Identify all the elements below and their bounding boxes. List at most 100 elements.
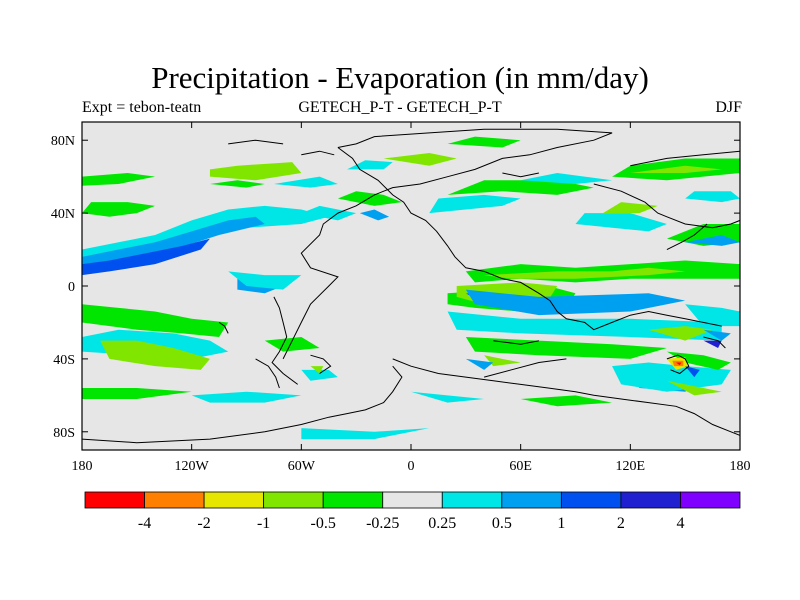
contour-region-cyan xyxy=(612,362,731,392)
colorbar-swatch xyxy=(84,491,145,509)
contour-fields xyxy=(82,136,740,440)
contour-region-cyan xyxy=(301,205,357,221)
y-tick-label: 80N xyxy=(51,134,75,149)
contour-region-red xyxy=(676,362,682,366)
contour-region-lgreen xyxy=(602,202,658,214)
x-tick-label: 120W xyxy=(175,459,210,474)
colorbar-label: -2 xyxy=(197,515,210,532)
contour-region-cyan xyxy=(447,311,722,341)
y-axis: 80N 40N 0 40S 80S xyxy=(51,134,740,441)
x-tick-label: 180 xyxy=(730,459,751,474)
contour-region-green xyxy=(82,173,156,186)
y-tick-label: 80S xyxy=(53,426,75,441)
contour-region-lgreen xyxy=(209,162,302,181)
contour-region-cyan xyxy=(301,369,338,381)
contour-region-cyan xyxy=(301,428,430,440)
y-tick-label: 40S xyxy=(53,353,75,368)
contour-region-lblue xyxy=(82,216,265,268)
contour-region-lgreen xyxy=(484,267,686,279)
contour-region-cyan xyxy=(273,176,338,188)
coastline xyxy=(483,358,567,378)
contour-region-lgreen xyxy=(310,366,324,374)
coastlines xyxy=(82,128,740,444)
y-tick-label: 0 xyxy=(68,280,75,295)
contour-region-green xyxy=(337,191,402,206)
season-label: DJF xyxy=(715,99,742,116)
coastline xyxy=(703,336,726,349)
contour-region-green xyxy=(447,180,594,195)
contour-region-lblue xyxy=(465,358,494,370)
x-tick-label: 120E xyxy=(616,459,646,474)
contour-region-green xyxy=(447,136,521,148)
contour-region-lgreen xyxy=(648,326,713,341)
coastline xyxy=(630,150,740,167)
contour-region-cyan xyxy=(685,304,740,327)
colorbar-swatch xyxy=(560,491,622,509)
contour-region-lgreen xyxy=(484,355,521,367)
colorbar-label: -4 xyxy=(138,515,151,532)
contour-region-lblue xyxy=(685,234,740,246)
coastline xyxy=(271,296,298,385)
contour-region-lblue xyxy=(359,209,390,221)
colorbar-swatch xyxy=(441,491,503,509)
contour-region-dblue xyxy=(703,340,722,348)
colorbar: -4 -2 -1 -0.5 -0.25 0.25 0.5 1 2 4 xyxy=(84,491,741,532)
contour-region-cyan xyxy=(191,391,302,403)
y-tick-label: 40N xyxy=(51,207,75,222)
coastline xyxy=(82,365,403,444)
contour-region-cyan xyxy=(429,194,521,214)
coastline xyxy=(337,147,722,331)
colorbar-label: -1 xyxy=(257,515,270,532)
colorbar-swatch xyxy=(680,491,741,509)
x-tick-label: 60E xyxy=(509,459,532,474)
contour-region-green xyxy=(164,322,201,334)
contour-region-lgreen xyxy=(100,340,210,370)
coastline xyxy=(228,139,284,145)
colorbar-label: 0.5 xyxy=(492,515,512,532)
colorbar-swatch xyxy=(203,491,265,509)
colorbar-swatch xyxy=(144,491,205,509)
contour-region-green xyxy=(666,351,731,370)
coastline xyxy=(502,172,539,178)
colorbar-label: -0.25 xyxy=(366,515,399,532)
contour-region-cyan xyxy=(575,213,667,232)
contour-region-cyan xyxy=(228,271,302,290)
coastline xyxy=(392,358,740,436)
contour-region-green xyxy=(209,180,265,188)
contour-region-green xyxy=(520,395,613,407)
colorbar-swatch xyxy=(620,491,681,509)
coastline xyxy=(310,354,332,374)
contour-region-cyan xyxy=(685,191,740,203)
x-axis: 180 120W 60W 0 60E 120E 180 xyxy=(72,122,751,474)
coastline xyxy=(218,321,229,334)
colorbar-label: 2 xyxy=(617,515,625,532)
dataset-label: GETECH_P-T - GETECH_P-T xyxy=(298,99,502,116)
colorbar-label: 4 xyxy=(676,515,684,532)
x-tick-label: 180 xyxy=(72,459,93,474)
contour-region-lgreen xyxy=(630,165,722,174)
contour-region-cyan xyxy=(520,173,613,184)
contour-region-blue xyxy=(82,238,210,276)
contour-region-lgreen xyxy=(383,152,457,166)
contour-region-lblue xyxy=(703,329,731,341)
coastline xyxy=(282,128,613,360)
colorbar-swatch xyxy=(263,491,324,509)
coastline xyxy=(666,223,708,251)
experiment-label: Expt = tebon-teatn xyxy=(82,99,202,116)
contour-region-green xyxy=(82,388,192,399)
x-tick-label: 60W xyxy=(288,459,316,474)
coastline xyxy=(666,354,690,375)
contour-region-blue xyxy=(685,366,700,378)
colorbar-label: 1 xyxy=(557,515,565,532)
coastline xyxy=(301,150,335,156)
plot-title: Precipitation - Evaporation (in mm/day) xyxy=(151,60,649,95)
colorbar-swatch xyxy=(382,491,443,509)
coastline xyxy=(493,340,539,345)
colorbar-label: -0.5 xyxy=(311,515,336,532)
colorbar-swatch xyxy=(322,491,384,509)
contour-region-lblue xyxy=(465,289,686,316)
colorbar-label: 0.25 xyxy=(428,515,456,532)
contour-region-cyan xyxy=(411,391,485,403)
coastline xyxy=(593,183,740,229)
